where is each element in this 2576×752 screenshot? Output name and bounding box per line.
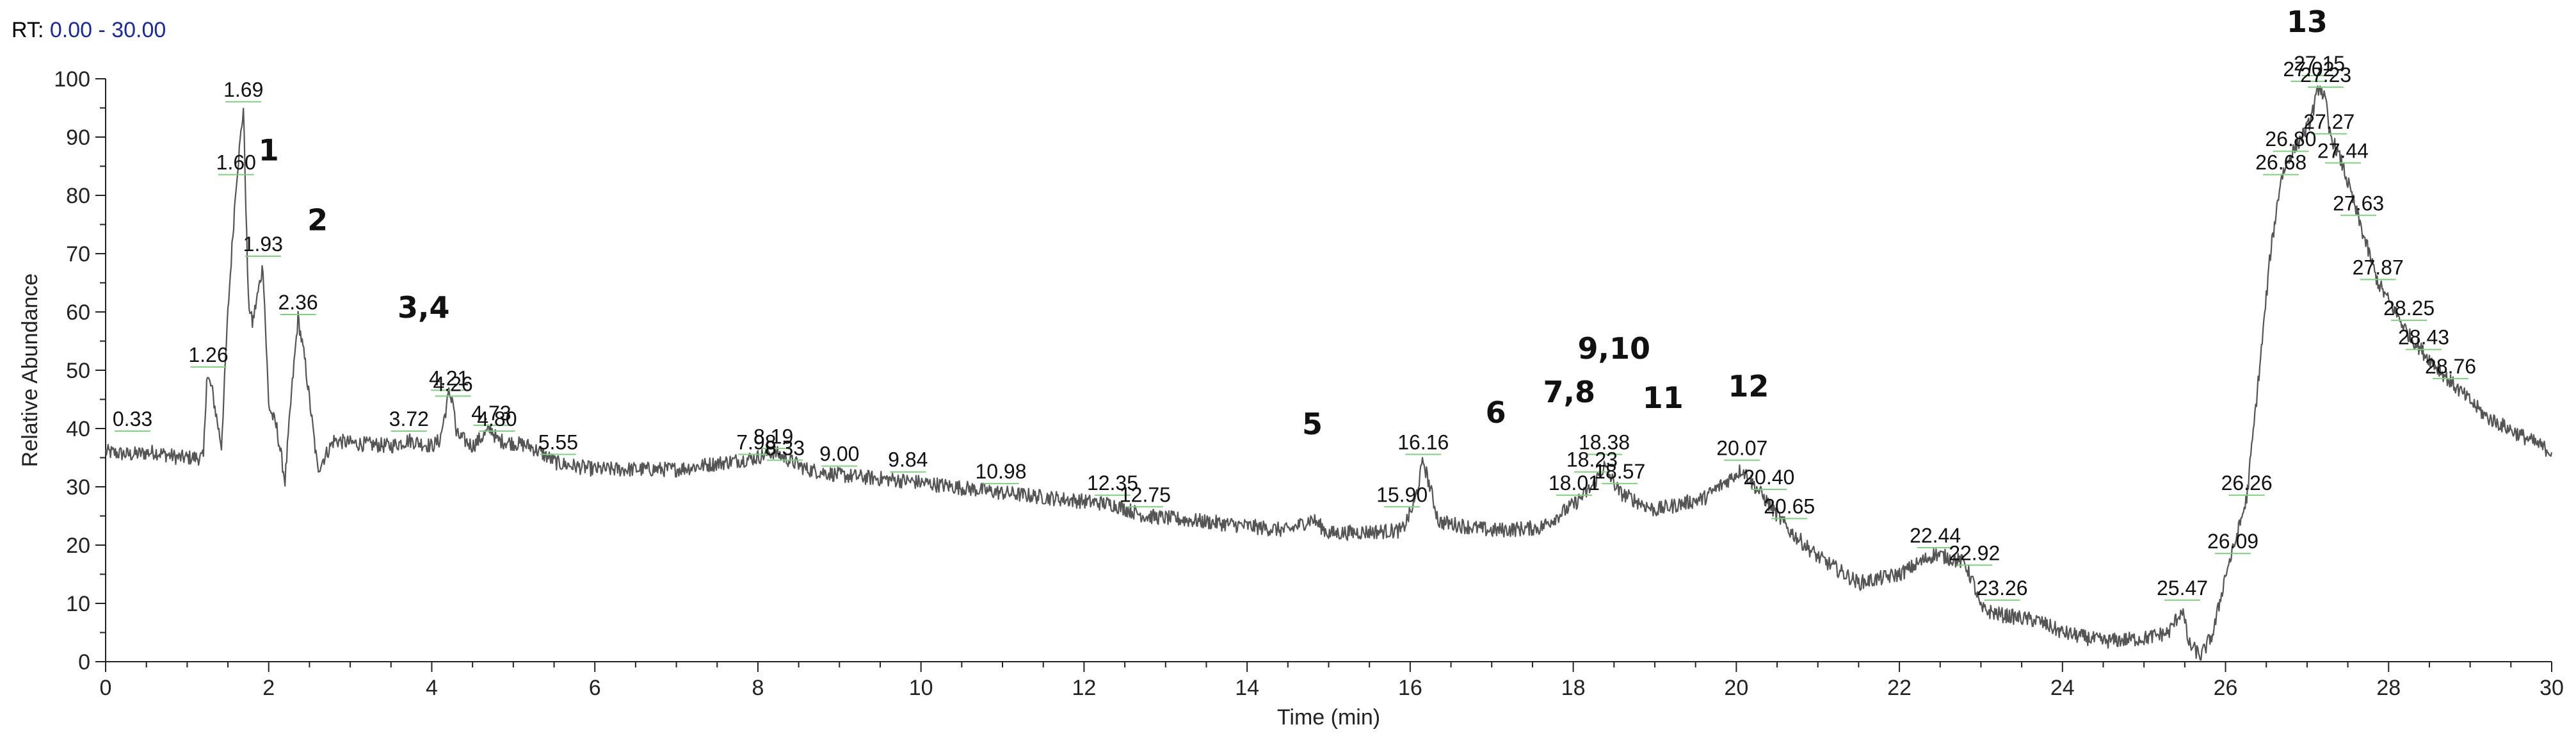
x-tick-label: 18: [1561, 676, 1586, 700]
peak-label: 27.44: [2317, 139, 2369, 162]
peak-label: 7.98: [736, 430, 776, 454]
peak-label: 20.07: [1716, 437, 1767, 460]
compound-label: 3,4: [398, 290, 450, 325]
peak-label: 27.87: [2353, 256, 2404, 279]
peak-label: 27.02: [2283, 58, 2334, 81]
y-axis-ticks: 0 10 20 30 40 50 60 70 80 90 100: [54, 67, 106, 674]
peak-label: 26.68: [2255, 151, 2306, 174]
peak-label: 0.33: [113, 407, 152, 430]
peak-label: 23.26: [1977, 576, 2028, 600]
peak-label: 26.80: [2265, 127, 2316, 151]
peak-label: 28.25: [2383, 297, 2435, 320]
x-tick-label: 20: [1724, 676, 1748, 700]
compound-label: 2: [307, 203, 328, 238]
compound-label: 9,10: [1578, 331, 1651, 366]
peak-label: 4.73: [471, 402, 511, 425]
y-tick-label: 70: [66, 242, 90, 266]
peak-label: 3.72: [389, 407, 429, 430]
y-tick-label: 90: [66, 126, 90, 150]
peak-label: 5.55: [538, 430, 578, 454]
compound-label: 7,8: [1543, 375, 1595, 409]
peak-label: 12.35: [1087, 471, 1138, 495]
x-tick-label: 22: [1887, 676, 1912, 700]
peak-label: 28.76: [2425, 355, 2476, 378]
peak-label: 8.33: [765, 437, 805, 460]
peak-label: 26.09: [2207, 530, 2258, 553]
x-tick-label: 16: [1398, 676, 1422, 700]
peak-label: 18.57: [1594, 460, 1645, 483]
peak-label: 9.84: [888, 448, 928, 471]
peak-label: 28.43: [2398, 326, 2449, 349]
peak-label: 4.21: [429, 366, 469, 389]
x-tick-label: 10: [909, 676, 933, 700]
peak-label: 1.26: [188, 343, 228, 366]
peak-label: 4.26: [433, 372, 472, 395]
peak-label: 27.27: [2303, 110, 2355, 133]
peak-label: 1.60: [216, 151, 256, 174]
y-tick-label: 0: [78, 650, 90, 674]
x-axis-ticks: 0 2 4 6 8 10 12 14 16 18 20 22 24 26 28 30: [100, 662, 2564, 700]
compound-label: 12: [1728, 369, 1769, 404]
rt-range-value: 0.00 - 30.00: [49, 18, 166, 42]
x-axis-title: Time (min): [1277, 705, 1380, 730]
x-tick-label: 6: [589, 676, 601, 700]
peak-label: 1.93: [243, 233, 283, 256]
x-tick-label: 8: [752, 676, 764, 700]
peak-labels: 0.33 1.26 1.60 1.69 1.93 2.36 3.724.214.26 4.73…: [113, 52, 2476, 600]
y-tick-label: 20: [66, 534, 90, 558]
peak-label: 27.23: [2300, 63, 2351, 86]
y-tick-label: 50: [66, 359, 90, 383]
x-tick-label: 2: [262, 676, 275, 700]
compound-label: 13: [2287, 4, 2328, 39]
compound-label: 5: [1302, 407, 1323, 441]
peak-label: 18.38: [1579, 430, 1630, 454]
y-tick-label: 40: [66, 417, 90, 441]
y-tick-label: 60: [66, 300, 90, 325]
peak-label: 22.44: [1910, 524, 1961, 547]
peak-label: 12.75: [1120, 483, 1171, 506]
rt-prefix: RT:: [12, 18, 44, 42]
peak-label: 4.80: [477, 407, 517, 430]
chromatogram-trace: [104, 85, 2553, 661]
peak-label: 10.98: [975, 460, 1026, 483]
x-tick-label: 26: [2214, 676, 2238, 700]
peak-label: 2.36: [278, 291, 318, 314]
y-tick-label: 100: [54, 67, 90, 92]
x-tick-label: 4: [426, 676, 438, 700]
peak-label: 25.47: [2157, 576, 2208, 600]
peak-label: 1.69: [223, 78, 263, 101]
compound-label: 11: [1643, 380, 1684, 415]
y-tick-label: 10: [66, 592, 90, 616]
compound-label: 1: [259, 133, 279, 167]
peak-label: 20.65: [1764, 495, 1815, 518]
y-axis-title: Relative Abundance: [18, 274, 42, 467]
peak-label: 20.40: [1743, 466, 1794, 489]
peak-label: 15.90: [1376, 483, 1428, 506]
x-tick-label: 30: [2540, 676, 2564, 700]
x-tick-label: 0: [100, 676, 112, 700]
peak-label: 16.16: [1397, 430, 1449, 454]
x-tick-label: 14: [1235, 676, 1259, 700]
peak-label: 26.26: [2221, 471, 2273, 495]
peak-markers: [115, 74, 2469, 601]
y-tick-label: 80: [66, 184, 90, 208]
compound-label: 6: [1486, 395, 1506, 430]
rt-range-label: RT: 0.00 - 30.00: [12, 18, 166, 43]
x-tick-label: 28: [2376, 676, 2401, 700]
y-tick-label: 30: [66, 475, 90, 500]
peak-label: 18.23: [1566, 448, 1618, 471]
x-tick-label: 24: [2050, 676, 2075, 700]
peak-label: 22.92: [1949, 541, 2000, 564]
peak-label: 9.00: [819, 443, 859, 466]
peak-label: 27.63: [2333, 192, 2384, 215]
peak-label: 8.19: [753, 425, 793, 448]
peak-label: 27.15: [2294, 52, 2345, 75]
x-tick-label: 12: [1072, 676, 1096, 700]
axes-group: [105, 79, 2552, 662]
peak-label: 18.01: [1549, 471, 1600, 495]
